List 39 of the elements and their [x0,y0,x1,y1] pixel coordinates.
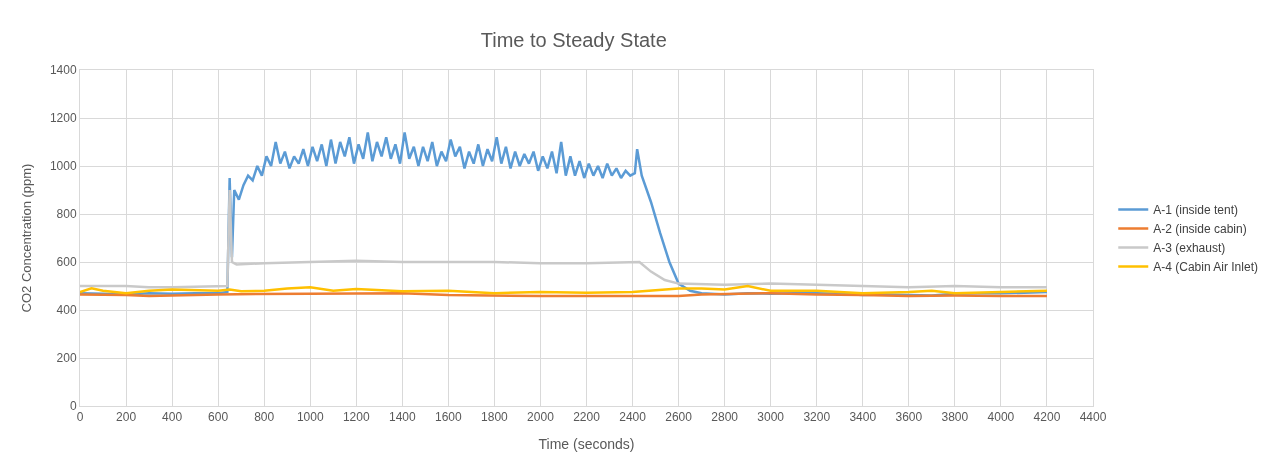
x-axis-title: Time (seconds) [538,435,635,452]
y-tick-label: 200 [56,351,77,366]
y-axis-title: CO2 Concentration (ppm) [18,163,34,313]
y-tick-label: 400 [56,303,77,318]
y-tick-label: 1200 [49,111,77,126]
x-tick-label: 200 [116,410,137,425]
x-tick-label: 1200 [342,410,370,425]
y-tick-label: 1400 [49,63,77,78]
legend-label: A-1 (inside tent) [1153,203,1238,218]
y-tick-label: 600 [56,255,77,270]
x-tick-label: 1800 [481,410,509,425]
x-tick-label: 3000 [757,410,785,425]
x-tick-label: 3800 [941,410,969,425]
chart-title: Time to Steady State [480,28,667,51]
y-tick-label: 800 [56,207,77,222]
line-series [80,284,1049,295]
x-tick-label: 3600 [895,410,923,425]
y-tick-label: 1000 [49,159,77,174]
x-tick-label: 1600 [435,410,463,425]
legend-label: A-4 (Cabin Air Inlet) [1153,260,1258,275]
y-tick-label: 0 [69,399,77,414]
x-tick-label: 2600 [665,410,693,425]
x-tick-label: 800 [254,410,275,425]
x-tick-label: 400 [162,410,183,425]
x-tick-label: 2000 [527,410,555,425]
x-tick-label: 2400 [619,410,647,425]
x-tick-label: 1000 [296,410,324,425]
x-tick-label: 1400 [388,410,416,425]
x-tick-label: 2800 [711,410,739,425]
x-tick-label: 4200 [1033,410,1061,425]
x-tick-label: 2200 [573,410,601,425]
legend-label: A-2 (inside cabin) [1153,222,1247,237]
x-tick-label: 4000 [987,410,1015,425]
x-tick-label: 4400 [1079,410,1107,425]
x-tick-label: 3400 [849,410,877,425]
x-tick-label: 600 [208,410,229,425]
x-tick-label: 3200 [803,410,831,425]
legend-label: A-3 (exhaust) [1153,241,1226,256]
line-series [80,188,1049,289]
